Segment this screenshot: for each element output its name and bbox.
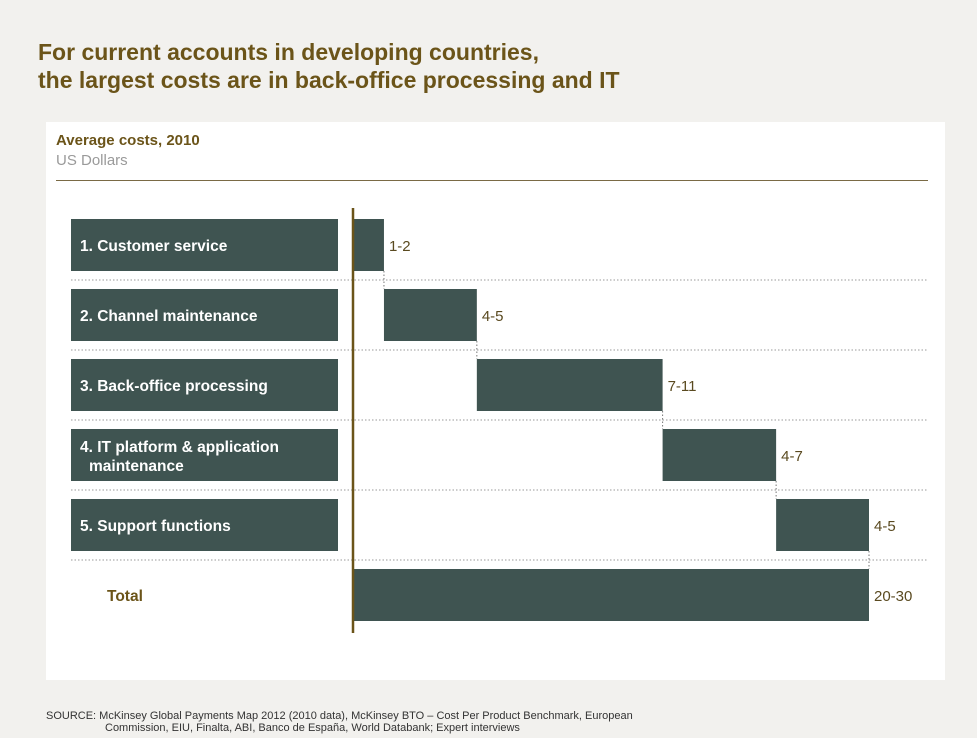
category-label: 4. IT platform & application maintenance: [80, 439, 279, 475]
header-divider: [56, 180, 928, 181]
bar: [353, 219, 384, 271]
chart-subtitle: Average costs, 2010: [56, 132, 200, 149]
source-line-2: Commission, EIU, Finalta, ABI, Banco de …: [105, 722, 520, 734]
category-label: 3. Back-office processing: [80, 378, 268, 395]
bar: [383, 289, 477, 341]
category-label-box: [71, 219, 338, 271]
total-value-label: 20-30: [874, 588, 912, 605]
bar: [662, 429, 777, 481]
category-label: 2. Channel maintenance: [80, 308, 258, 325]
category-label-box: [71, 289, 338, 341]
total-bar: [353, 569, 869, 621]
source-line-1: SOURCE: McKinsey Global Payments Map 201…: [46, 710, 633, 722]
category-label-box: [71, 499, 338, 551]
bar: [776, 499, 869, 551]
bar: [476, 359, 663, 411]
bar-value-label: 4-7: [781, 448, 803, 465]
title-line-2: the largest costs are in back-office pro…: [38, 67, 620, 93]
category-label: 1. Customer service: [80, 238, 228, 255]
bar-value-label: 7-11: [668, 378, 697, 395]
page-title: For current accounts in developing count…: [38, 38, 620, 94]
total-label: Total: [107, 588, 143, 605]
bar-value-label: 4-5: [874, 518, 896, 535]
category-label-box: [71, 359, 338, 411]
category-label: 5. Support functions: [80, 518, 231, 535]
title-line-1: For current accounts in developing count…: [38, 39, 539, 65]
bar-value-label: 1-2: [389, 238, 411, 255]
source-note: SOURCE: McKinsey Global Payments Map 201…: [46, 710, 906, 734]
category-label-box: [71, 429, 338, 481]
bar-value-label: 4-5: [482, 308, 504, 325]
chart-units: US Dollars: [56, 152, 128, 169]
